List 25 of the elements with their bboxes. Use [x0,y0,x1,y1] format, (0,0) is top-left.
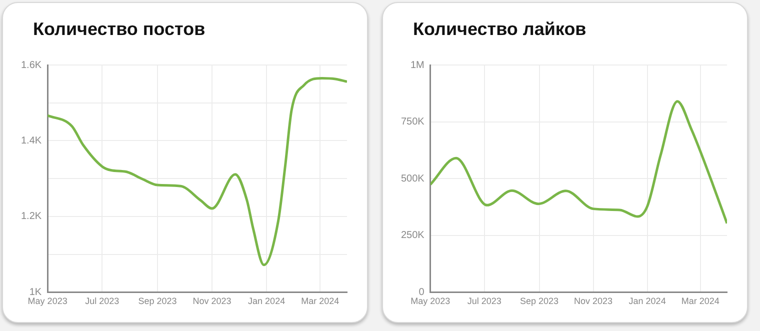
y-tick-label: 1.4K [20,135,42,146]
x-tick-label: May 2023 [410,296,450,306]
x-tick-label: Mar 2024 [301,296,340,306]
x-tick-label: Mar 2024 [681,296,720,306]
x-tick-label: Nov 2023 [192,296,232,306]
y-tick-label: 0 [418,286,425,298]
x-tick-label: Nov 2023 [574,296,613,306]
y-tick-label: 750K [400,116,425,128]
x-tick-label: Sep 2023 [520,296,559,306]
x-tick-label: Jan 2024 [628,296,666,306]
y-tick-label: 1M [410,60,424,71]
y-tick-label: 250K [400,230,425,242]
y-tick-label: 500K [400,173,425,184]
x-tick-label: Sep 2023 [138,296,177,306]
y-tick-label: 1.2K [20,211,42,222]
x-tick-label: May 2023 [28,296,68,306]
y-tick-label: 1K [29,286,42,298]
x-tick-label: Jan 2024 [248,296,286,306]
line-series [430,100,727,225]
chart-title: Количество лайков [413,19,586,40]
line-series [48,77,347,266]
x-tick-label: Jul 2023 [85,296,120,306]
y-tick-label: 1.6K [20,60,42,71]
chart-title: Количество постов [33,19,206,40]
x-tick-label: Jul 2023 [467,296,502,306]
